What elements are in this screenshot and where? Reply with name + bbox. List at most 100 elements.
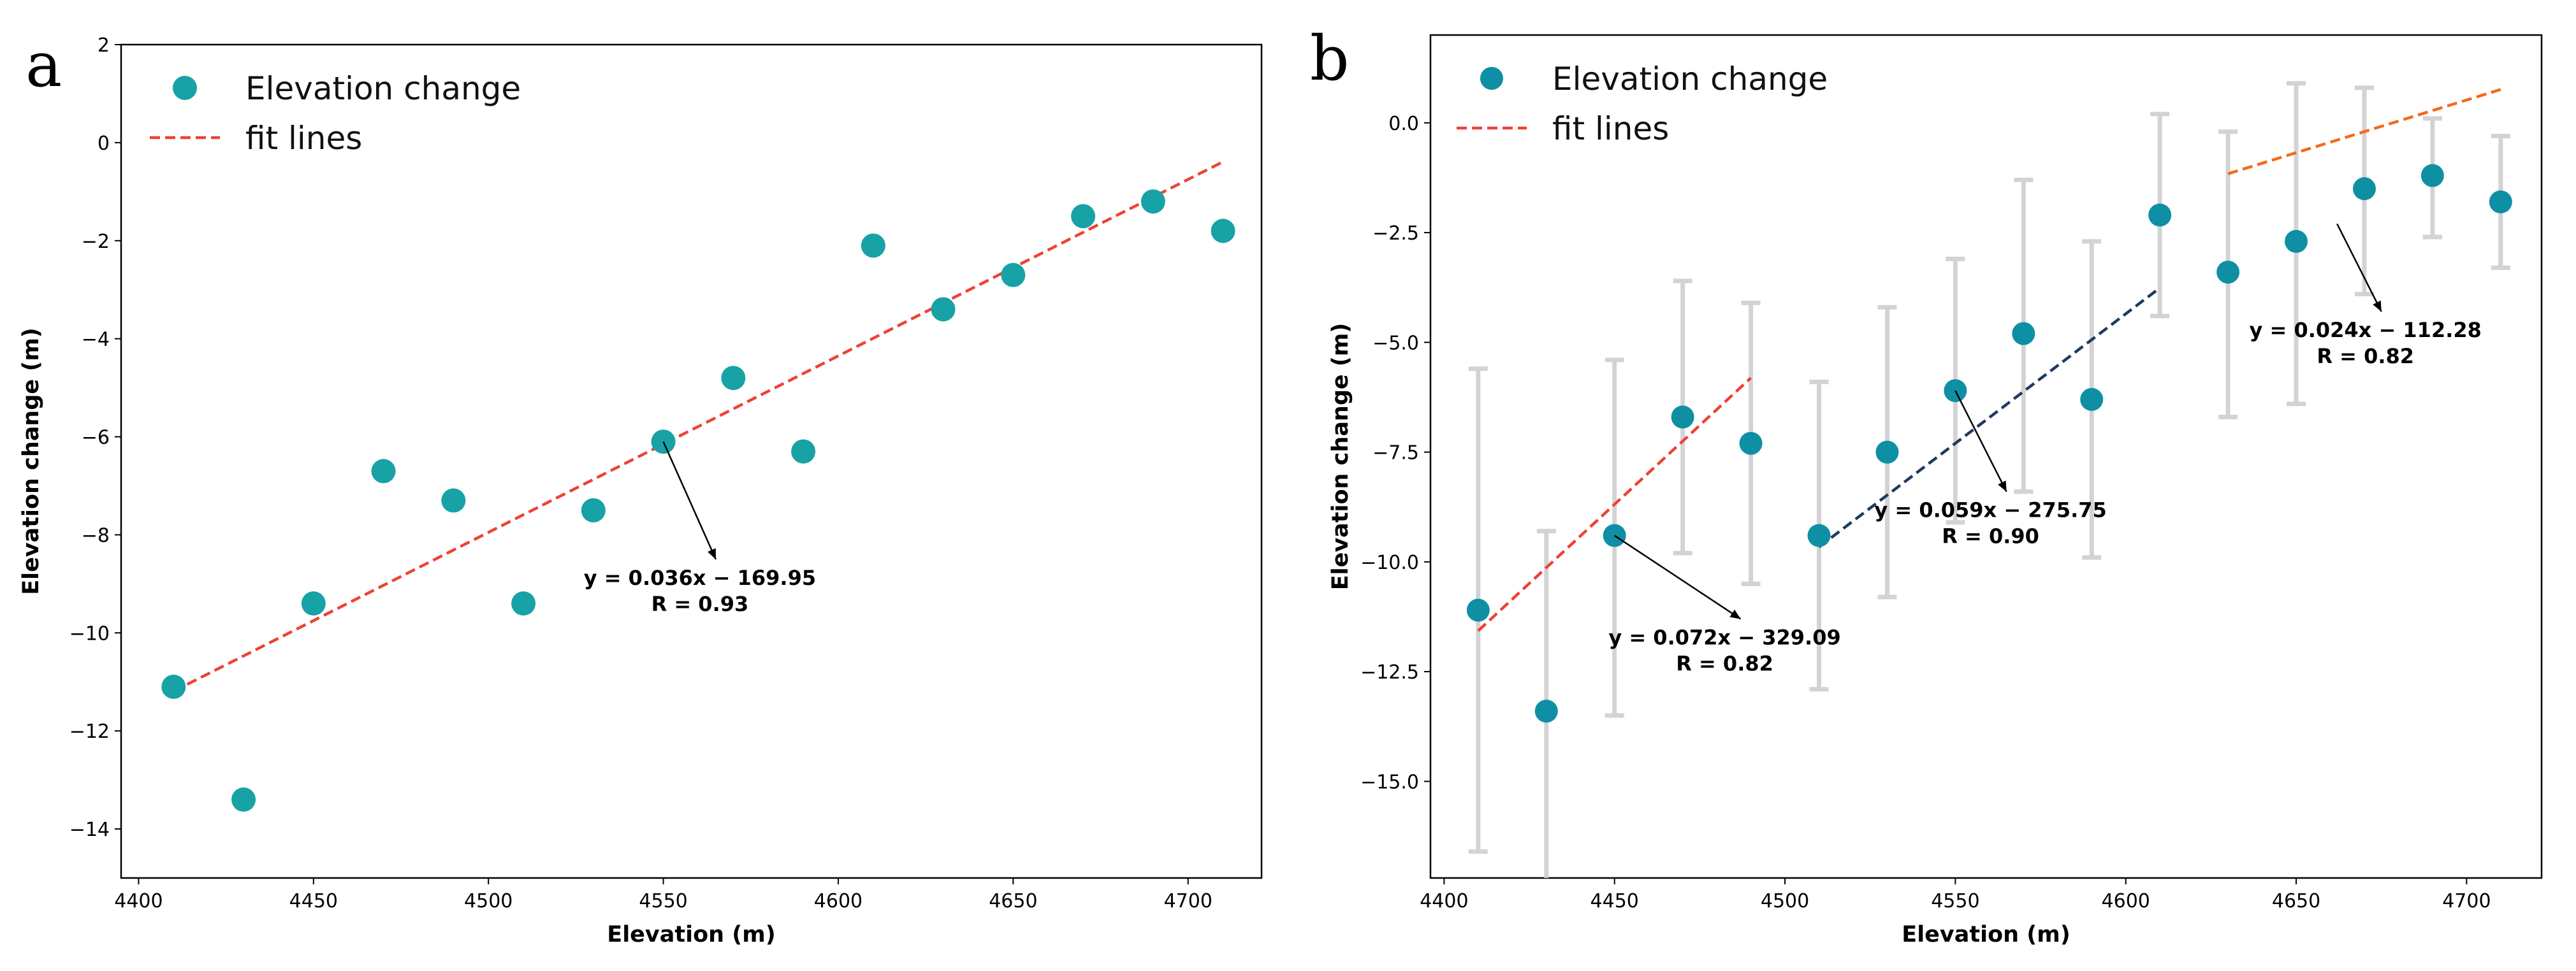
y-tick-label: −10.0 — [1360, 552, 1419, 574]
x-tick-label: 4450 — [289, 890, 338, 912]
y-axis-label: Elevation change (m) — [18, 327, 44, 595]
fit-line — [173, 160, 1224, 693]
plot-area — [1466, 81, 2512, 878]
data-point — [301, 591, 326, 616]
chart-panel-a: 4400 4450 4500 4550 4600 4650 4700 2 0 −2 −4 −6 −8 −1… — [18, 29, 1263, 947]
data-point — [441, 488, 466, 513]
data-point — [2420, 164, 2444, 187]
y-tick-label: −15.0 — [1360, 771, 1419, 793]
panel-letter: b — [1310, 23, 1349, 94]
legend-label: Elevation change — [1552, 61, 1828, 97]
data-point — [161, 674, 186, 699]
annotation-arrow — [1954, 390, 2007, 493]
data-point — [2352, 177, 2376, 201]
x-tick-label: 4550 — [1931, 890, 1979, 912]
data-point — [721, 366, 746, 391]
y-tick-label: −10 — [69, 622, 110, 645]
data-point — [1739, 431, 1763, 455]
data-point — [2012, 322, 2035, 345]
panel-letter: a — [25, 29, 62, 101]
legend-label: fit lines — [245, 120, 362, 157]
fit-line — [1477, 377, 1752, 632]
legend-marker — [1480, 67, 1503, 90]
plot-frame — [1429, 34, 2543, 879]
data-point — [861, 233, 885, 258]
fit-line — [2227, 88, 2501, 175]
legend-label: Elevation change — [245, 70, 521, 107]
data-point — [931, 297, 956, 322]
x-tick-label: 4650 — [2272, 890, 2320, 912]
y-tick-label: 2 — [98, 34, 110, 57]
chart-panel-b: 4400 4450 4500 4550 4600 4650 4700 0.0 −2.5 −5.0 −… — [1310, 23, 2543, 947]
annotation-arrow — [662, 441, 717, 560]
data-point — [511, 591, 536, 616]
data-point — [1466, 598, 1490, 622]
x-tick-label: 4500 — [1761, 890, 1809, 912]
data-point — [1071, 204, 1096, 229]
data-point — [1001, 263, 1026, 287]
fit-r-value: R = 0.93 — [651, 592, 749, 616]
data-point — [1807, 524, 1831, 547]
x-tick-label: 4400 — [114, 890, 163, 912]
fit-equation: y = 0.036x − 169.95 — [584, 566, 816, 590]
data-point — [2080, 387, 2104, 411]
data-point — [2148, 203, 2172, 227]
data-point — [1140, 189, 1165, 214]
x-tick-label: 4500 — [464, 890, 513, 912]
annotation-arrow — [2336, 223, 2382, 312]
x-tick-label: 4450 — [1590, 890, 1639, 912]
fit-equation: y = 0.059x − 275.75 — [1874, 498, 2106, 522]
x-tick-label: 4700 — [1164, 890, 1212, 912]
y-tick-label: −8 — [82, 524, 110, 547]
fit-r-value: R = 0.82 — [1676, 651, 1773, 675]
y-tick-label: −6 — [82, 427, 110, 449]
x-tick-label: 4650 — [989, 890, 1037, 912]
x-tick-label: 4700 — [2442, 890, 2491, 912]
y-axis-label: Elevation change (m) — [1328, 323, 1353, 591]
data-point — [231, 787, 256, 812]
data-point — [1211, 219, 1235, 243]
x-tick-label: 4600 — [814, 890, 862, 912]
x-tick-label: 4600 — [2102, 890, 2150, 912]
y-tick-label: −2 — [82, 231, 110, 253]
fit-equation: y = 0.072x − 329.09 — [1608, 625, 1840, 649]
y-tick-label: −5.0 — [1372, 332, 1419, 354]
x-tick-label: 4400 — [1420, 890, 1468, 912]
fit-r-value: R = 0.90 — [1942, 524, 2039, 549]
x-axis-label: Elevation (m) — [607, 922, 775, 947]
data-point — [371, 459, 396, 484]
data-point — [791, 439, 816, 464]
y-tick-label: 0.0 — [1388, 113, 1419, 135]
x-axis-label: Elevation (m) — [1902, 922, 2070, 947]
data-point — [1671, 405, 1694, 429]
data-point — [581, 498, 606, 522]
annotation-arrowhead — [2373, 300, 2382, 312]
fit-r-value: R = 0.82 — [2317, 344, 2414, 368]
y-tick-label: −12.5 — [1360, 661, 1419, 684]
legend-marker — [173, 76, 197, 100]
fit-equation: y = 0.024x − 112.28 — [2250, 318, 2482, 342]
plot-frame — [120, 43, 1263, 879]
y-tick-label: 0 — [98, 133, 110, 155]
legend-label: fit lines — [1552, 110, 1669, 147]
data-point — [2285, 229, 2308, 253]
y-tick-label: −7.5 — [1372, 442, 1419, 464]
plot-area — [161, 160, 1235, 812]
y-tick-label: −12 — [69, 721, 110, 743]
legend: Elevation change fit lines — [1457, 61, 1828, 147]
y-tick-label: −2.5 — [1372, 222, 1419, 245]
data-point — [2489, 190, 2512, 213]
data-point — [1534, 700, 1558, 723]
data-point — [1875, 440, 1899, 464]
annotation-arrowhead — [1998, 480, 2007, 492]
annotation-arrowhead — [1729, 609, 1741, 619]
legend: Elevation change fit lines — [150, 70, 521, 157]
x-tick-label: 4550 — [639, 890, 687, 912]
fit-line — [1818, 287, 2161, 549]
annotation-arrow — [1614, 535, 1742, 620]
y-tick-label: −4 — [82, 329, 110, 351]
data-point — [2216, 261, 2240, 284]
annotation-arrowhead — [708, 548, 716, 559]
y-tick-label: −14 — [69, 819, 110, 841]
